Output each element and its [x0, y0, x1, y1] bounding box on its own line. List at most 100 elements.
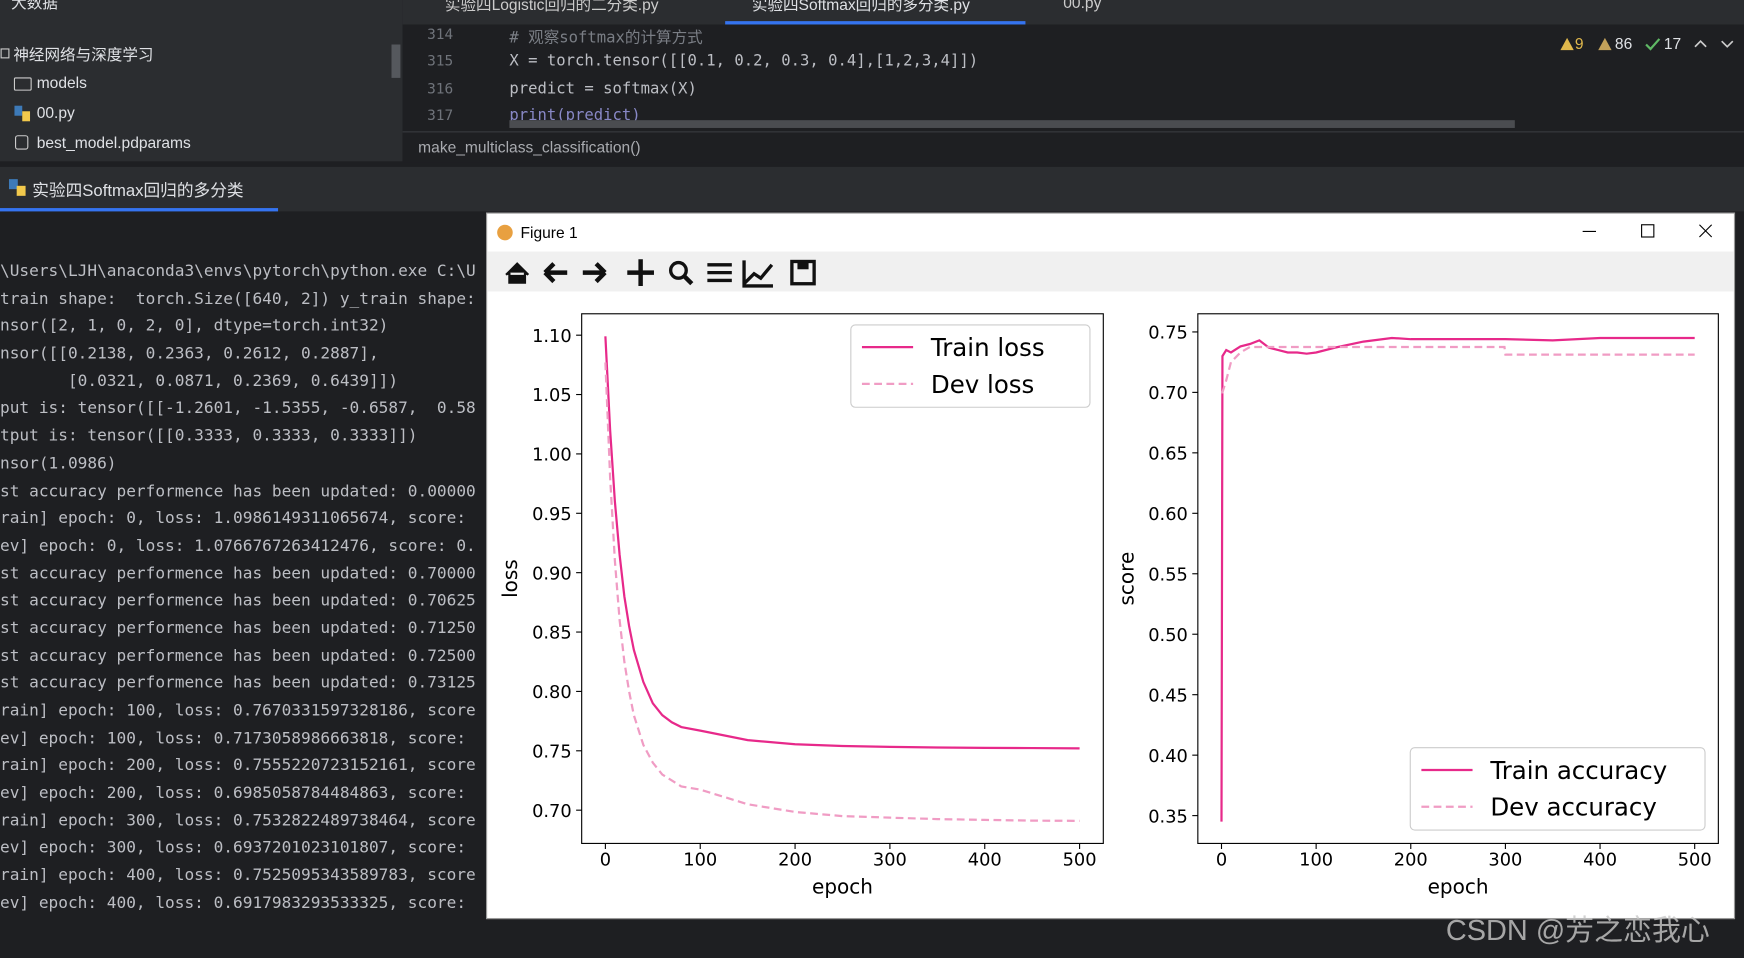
line-number: 314 [427, 26, 454, 44]
editor: 实验四Logistic回归的二分类.py 实验四Softmax回归的多分类.py… [402, 0, 1744, 163]
console-line: put is: tensor([[-1.2601, -1.5355, -0.65… [0, 399, 476, 418]
legend-box [1409, 747, 1706, 831]
code-line: predict = softmax(X) [509, 80, 697, 98]
editor-tab[interactable]: 实验四Logistic回归的二分类.py [444, 0, 659, 14]
console-line: ev] epoch: 100, loss: 0.7173058986663818… [0, 729, 476, 748]
x-tick-label: 400 [968, 850, 1002, 871]
y-tick-label: 0.50 [1148, 625, 1188, 646]
console-line: st accuracy performence has been updated… [0, 674, 476, 693]
y-tick-label: 0.35 [1148, 806, 1188, 827]
console-line: ev] epoch: 400, loss: 0.6917983293533325… [0, 894, 476, 913]
series-line [604, 362, 1080, 822]
y-tick-label: 0.70 [532, 801, 572, 822]
file-icon [15, 135, 29, 150]
tab-bar [402, 0, 1744, 25]
folder-icon [13, 77, 32, 91]
python-icon [8, 179, 26, 196]
line-number: 316 [427, 81, 454, 98]
console-line: rain] epoch: 0, loss: 1.0986149311065674… [0, 509, 476, 528]
tree-item[interactable]: 00.py [36, 103, 75, 122]
console-line: rain] epoch: 300, loss: 0.75328224897384… [0, 811, 476, 830]
console-line: nsor([2, 1, 0, 2, 0], dtype=torch.int32) [0, 317, 389, 336]
python-icon [22, 111, 31, 122]
console-line: st accuracy performence has been updated… [0, 647, 476, 665]
x-tick-label: 500 [1678, 850, 1712, 871]
customize-button[interactable] [742, 260, 774, 288]
y-tick-label: 0.40 [1148, 746, 1188, 767]
y-tick-label: 0.55 [1148, 564, 1188, 585]
tree-item[interactable]: 神经网络与深度学习 [13, 45, 154, 64]
legend-label: Dev loss [931, 370, 1034, 399]
console-line: [0.0321, 0.0871, 0.2369, 0.6439]]) [0, 372, 399, 391]
console-line: rain] epoch: 100, loss: 0.76703315973281… [0, 702, 476, 720]
x-tick-label: 100 [1299, 850, 1333, 871]
figure-window: Figure 1 0 100 200 300 400 500 0.70 0.75 0.80 0.8… [486, 212, 1736, 920]
toolbar [487, 251, 1734, 292]
tree-item[interactable]: 大数据 [11, 0, 58, 12]
h-scrollbar [509, 120, 1515, 128]
scrollbar [391, 44, 401, 78]
code-line: print(predict) [509, 106, 641, 125]
watermark: CSDN @芳之恋我心 [1445, 913, 1710, 947]
y-tick-label: 0.80 [532, 682, 572, 703]
python-icon [14, 105, 23, 116]
y-tick-label: 1.05 [532, 385, 572, 406]
code-line: X = torch.tensor([[0.1, 0.2, 0.3, 0.4],[… [509, 52, 979, 71]
weak-warning-icon [1598, 37, 1612, 51]
series-line [1220, 336, 1695, 822]
console-line: st accuracy performence has been updated… [0, 482, 476, 501]
legend-box [850, 324, 1091, 408]
close-button[interactable] [1699, 224, 1713, 238]
app-icon [497, 224, 513, 241]
figure-canvas: 0 100 200 300 400 500 0.70 0.75 0.80 0.85 0.90 0.95… [498, 313, 1719, 898]
home-button[interactable] [505, 262, 530, 284]
editor-tab[interactable]: 00.py [1063, 0, 1102, 12]
line-number: 317 [427, 107, 454, 125]
window-chrome [487, 224, 1734, 292]
nav-arrows[interactable] [1694, 39, 1734, 48]
console-line: ev] epoch: 200, loss: 0.6985058784484863… [0, 784, 476, 803]
breadcrumb-bar [402, 131, 1744, 163]
breadcrumb[interactable]: make_multiclass_classification() [418, 137, 641, 156]
typo-icon [1645, 38, 1661, 51]
editor-tab[interactable]: 实验四Softmax回归的多分类.py [751, 0, 970, 14]
console-line: rain] epoch: 400, loss: 0.75250953435897… [0, 866, 476, 885]
console-line: tput is: tensor([[0.3333, 0.3333, 0.3333… [0, 427, 418, 446]
forward-button[interactable] [582, 262, 607, 284]
x-tick-label: 200 [778, 850, 812, 871]
run-header [0, 166, 1744, 212]
maximize-button[interactable] [1641, 224, 1655, 238]
y-tick-label: 0.90 [532, 563, 572, 584]
x-axis-label: epoch [1428, 874, 1489, 898]
console-line: ev] epoch: 300, loss: 0.6937201023101807… [0, 839, 476, 858]
x-tick-label: 0 [1216, 850, 1227, 871]
tree-item[interactable]: best_model.pdparams [36, 133, 191, 152]
tree-icons [0, 48, 32, 150]
active-tab-underline [725, 21, 1026, 25]
legend-label: Train accuracy [1489, 756, 1667, 785]
console-line: st accuracy performence has been updated… [0, 619, 476, 638]
run-tab[interactable]: 实验四Softmax回归的多分类 [32, 181, 244, 201]
back-button[interactable] [543, 262, 568, 284]
y-tick-label: 1.10 [532, 326, 572, 347]
typo-count[interactable]: 17 [1663, 34, 1682, 53]
tree-item[interactable]: models [36, 73, 87, 92]
subplots-button[interactable] [707, 263, 732, 283]
console-line: st accuracy performence has been updated… [0, 564, 476, 583]
x-tick-label: 200 [1394, 850, 1428, 871]
warning-count[interactable]: 9 [1574, 34, 1584, 53]
zoom-button[interactable] [668, 260, 688, 280]
y-tick-label: 0.75 [532, 741, 572, 762]
console-line: nsor(1.0986) [0, 454, 117, 473]
series-line [1221, 345, 1695, 394]
weak-warning-count[interactable]: 86 [1614, 34, 1633, 53]
save-button[interactable] [790, 259, 816, 286]
y-tick-label: 0.60 [1148, 504, 1188, 525]
pan-button[interactable] [627, 259, 654, 286]
console-line: train shape: torch.Size([640, 2]) y_trai… [0, 290, 476, 308]
figure-title: Figure 1 [520, 223, 578, 242]
run-tab-underline [0, 208, 279, 212]
console: \Users\LJH\anaconda3\envs\pytorch\python… [0, 258, 1744, 958]
